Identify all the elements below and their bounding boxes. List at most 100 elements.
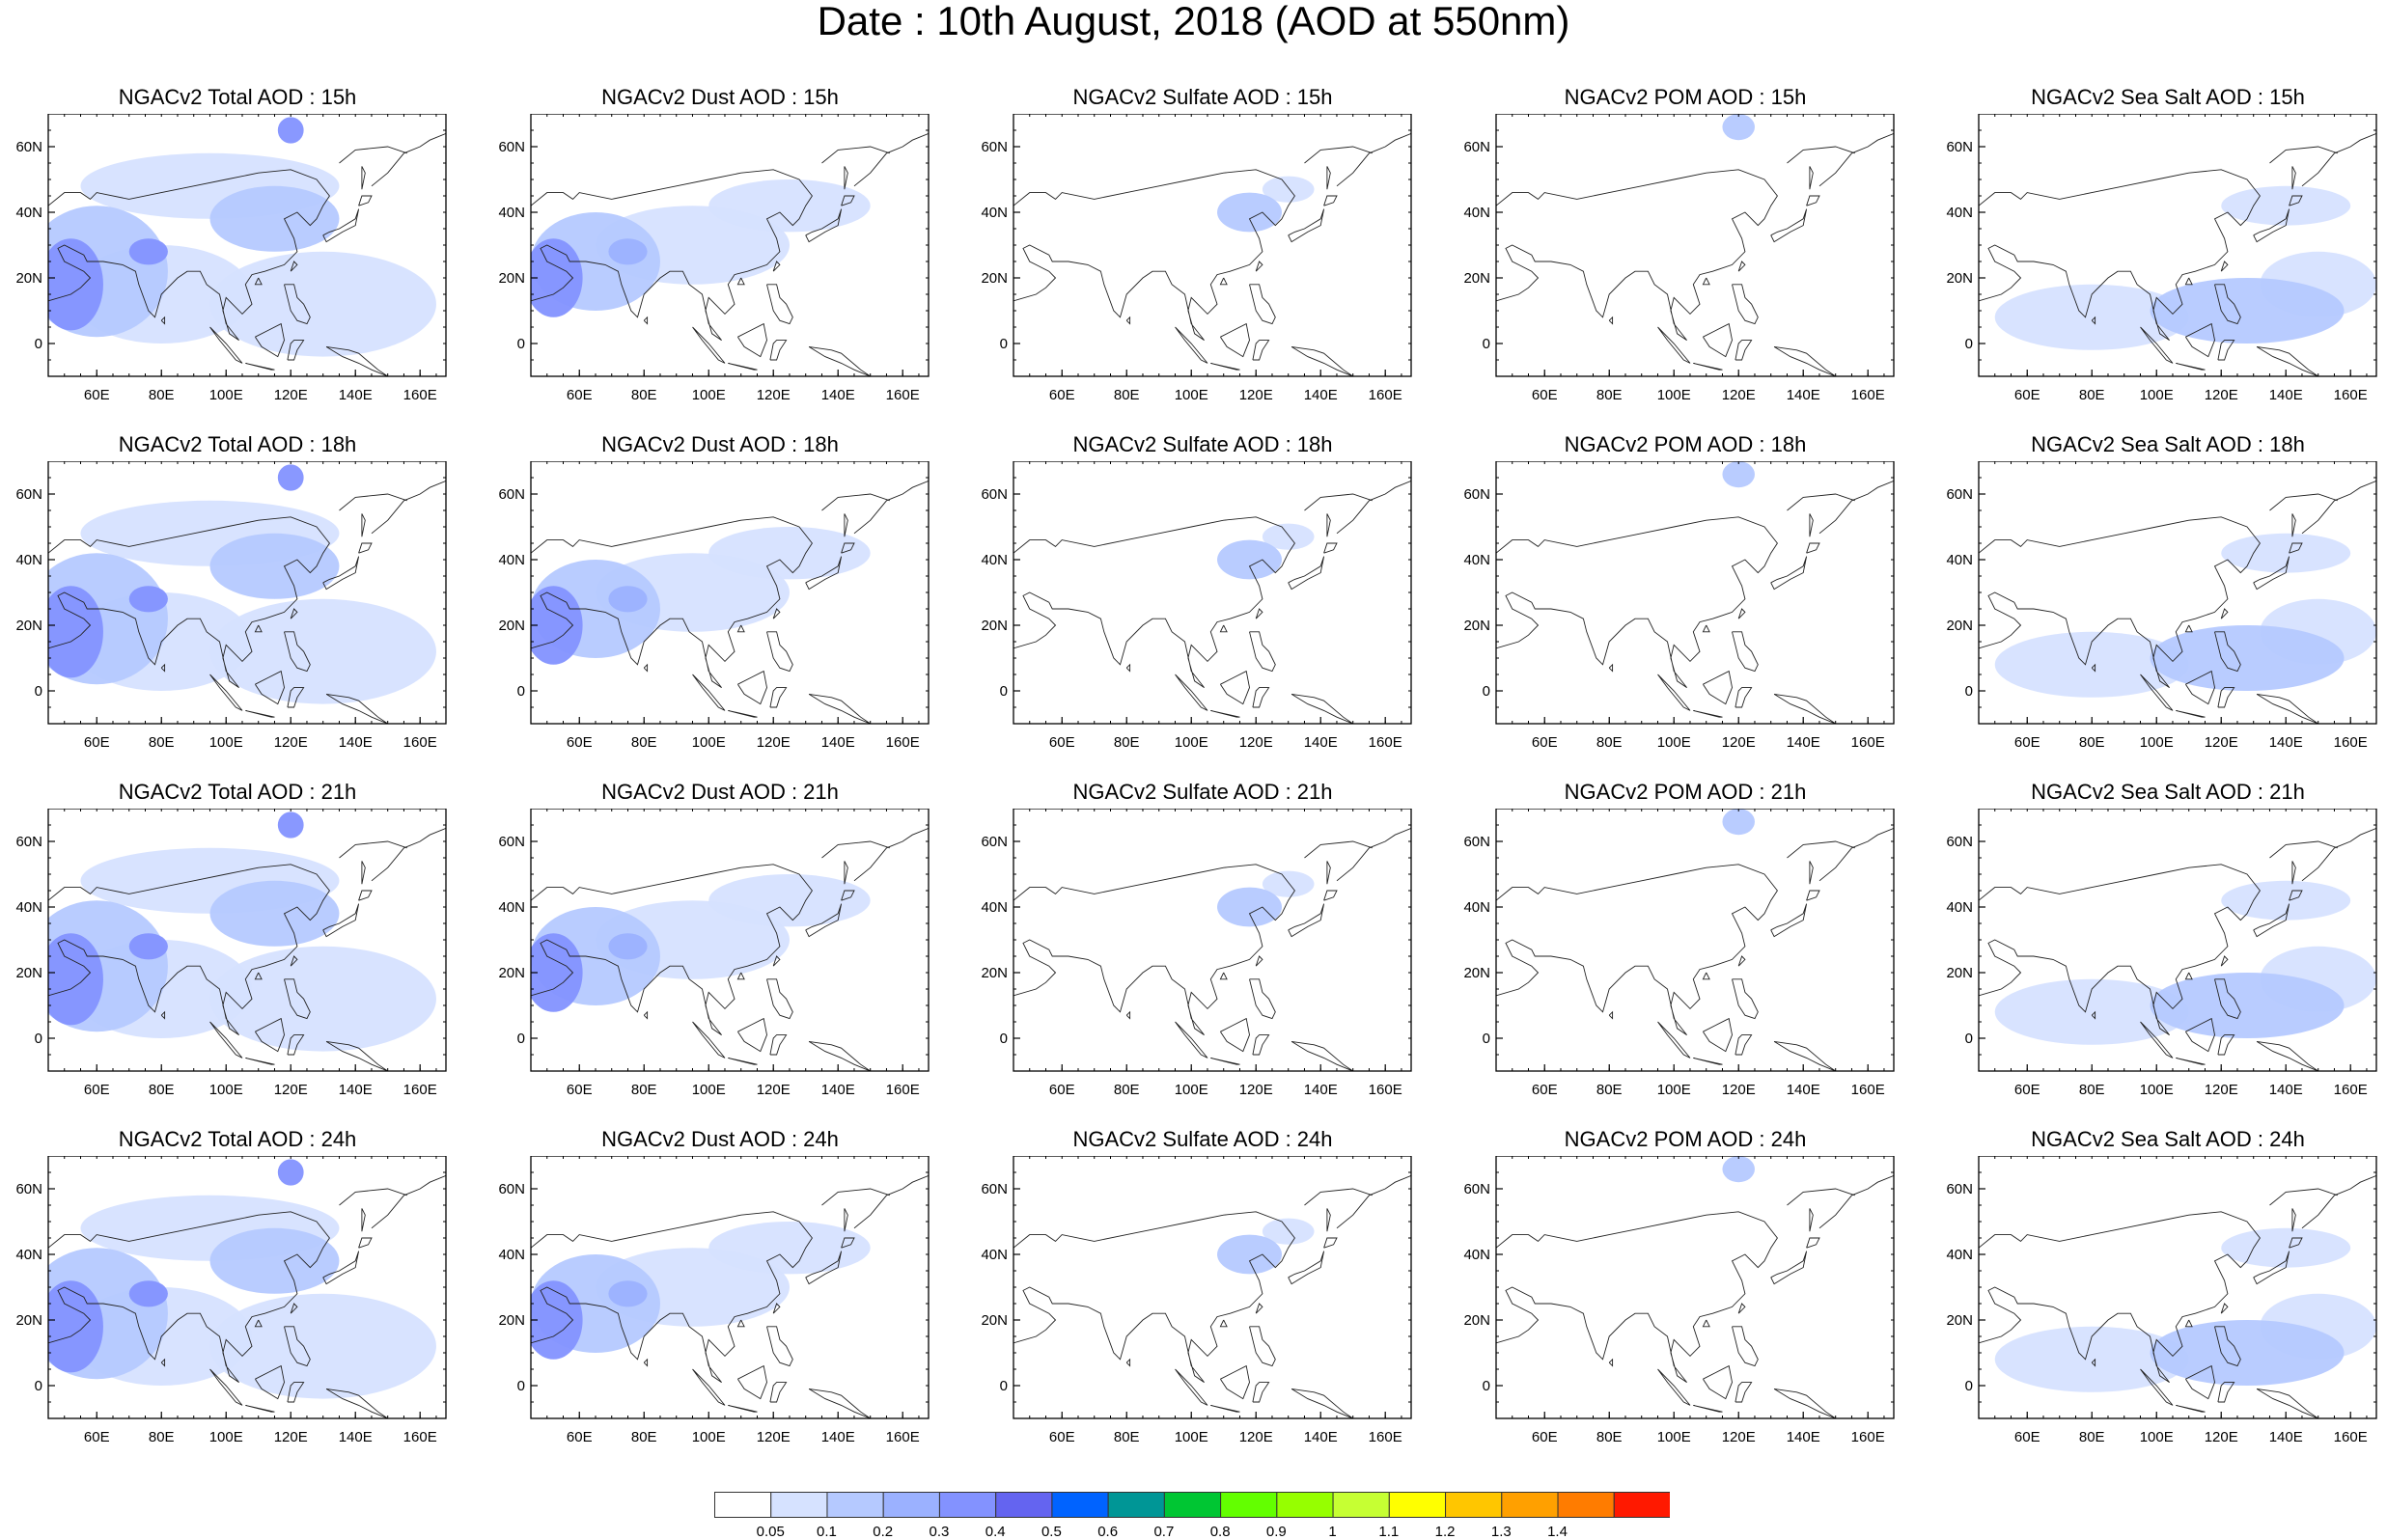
lon-tick-label: 160E: [1369, 734, 1402, 751]
coastline: [2140, 1368, 2174, 1406]
coastline: [1336, 132, 1411, 187]
coastline: [808, 1040, 871, 1071]
coastline: [2220, 261, 2229, 272]
map-plot: 60E 80E 100E 120E 140E 160E 0 20N 40N 60N: [498, 114, 930, 403]
coastline: [255, 1017, 285, 1053]
lon-tick-label: 120E: [274, 387, 308, 403]
coastline: [1979, 516, 2261, 688]
panel-title: NGACv2 Total AOD : 24h: [118, 1127, 357, 1151]
panel-title: NGACv2 Total AOD : 21h: [118, 780, 357, 804]
lon-tick-label: 160E: [1851, 387, 1885, 403]
aod-plume: [2221, 533, 2351, 573]
coastline: [2176, 709, 2206, 718]
lat-tick-label: 60N: [1946, 834, 1973, 850]
lat-tick-label: 40N: [15, 552, 42, 568]
coastlines: [1013, 1174, 1411, 1418]
lat-tick-label: 0: [1965, 336, 1973, 352]
coastline: [290, 955, 298, 967]
colorbar-label: 0.9: [1266, 1524, 1287, 1538]
lon-tick-label: 120E: [1722, 734, 1756, 751]
lat-tick-label: 20N: [1946, 1312, 1973, 1329]
lat-tick-label: 0: [35, 683, 42, 700]
coastline: [284, 284, 311, 325]
aod-field: [1994, 1227, 2376, 1392]
lon-tick-label: 80E: [1114, 1082, 1140, 1098]
lon-tick-label: 140E: [1787, 1429, 1820, 1445]
lat-tick-label: 60N: [1463, 1181, 1490, 1197]
coastline: [2301, 1174, 2376, 1229]
lon-tick-label: 60E: [1532, 1082, 1558, 1098]
lat-tick-label: 0: [1000, 1031, 1008, 1047]
coastline: [1013, 516, 1295, 688]
lon-tick-label: 60E: [1049, 387, 1075, 403]
coastline: [2176, 1057, 2206, 1065]
coastline: [1288, 903, 1325, 938]
map-panel: NGACv2 POM AOD : 18h 60E 80E 100E 120E 140E 16…: [1448, 432, 1923, 780]
panel-title: NGACv2 Sulfate AOD : 18h: [1072, 432, 1333, 456]
lon-tick-label: 140E: [1787, 387, 1820, 403]
coastline: [1818, 1174, 1894, 1229]
map-plot: 60E 80E 100E 120E 140E 160E 0 20N 40N 60N: [981, 461, 1412, 751]
coastline: [1288, 1251, 1325, 1285]
coastline: [728, 709, 758, 718]
coastline: [2217, 687, 2235, 708]
coastline: [1323, 542, 1338, 554]
aod-plume: [277, 1159, 304, 1186]
lat-tick-label: 40N: [498, 1247, 525, 1263]
coastline: [1219, 624, 1228, 633]
coastlines: [48, 1174, 446, 1418]
coastline: [2256, 1040, 2318, 1071]
lon-tick-label: 120E: [1722, 1429, 1756, 1445]
aod-plume: [209, 251, 436, 357]
lat-tick-label: 40N: [1946, 899, 1973, 916]
coastline: [255, 1364, 285, 1400]
coastline: [2289, 890, 2303, 901]
lat-tick-label: 0: [517, 336, 525, 352]
map-plot: 60E 80E 100E 120E 140E 160E 0 20N 40N 60N: [981, 114, 1412, 403]
coastline: [322, 208, 360, 243]
lat-tick-label: 60N: [1463, 486, 1490, 503]
aod-field: [1722, 114, 1755, 141]
coastline: [2214, 284, 2241, 325]
lat-tick-label: 60N: [498, 834, 525, 850]
coastline: [1219, 277, 1228, 286]
aod-plume: [608, 933, 648, 960]
coastline: [2291, 513, 2296, 537]
lon-tick-label: 140E: [821, 387, 855, 403]
coastline: [2253, 1251, 2290, 1285]
lat-tick-label: 20N: [1463, 270, 1490, 287]
aod-field: [1994, 533, 2376, 698]
coastline: [1210, 362, 1240, 371]
lat-tick-label: 0: [1483, 1378, 1490, 1394]
coastline: [769, 687, 788, 708]
coastline: [284, 978, 311, 1020]
coastline: [766, 631, 793, 673]
lat-tick-label: 20N: [981, 1312, 1008, 1329]
aod-plume: [708, 527, 871, 580]
lon-tick-label: 80E: [2079, 1429, 2105, 1445]
lat-tick-label: 60N: [498, 1181, 525, 1197]
coastline: [2214, 1326, 2241, 1367]
lat-tick-label: 60N: [1946, 1181, 1973, 1197]
aod-plume: [708, 1222, 871, 1275]
coastline: [2256, 693, 2318, 724]
lon-tick-label: 120E: [1239, 387, 1273, 403]
coastline: [844, 166, 848, 190]
colorbar-swatch: [1220, 1492, 1278, 1518]
coastline: [1735, 1382, 1753, 1403]
lon-tick-label: 80E: [149, 1429, 175, 1445]
map-plot: 60E 80E 100E 120E 140E 160E 0 20N 40N 60N: [15, 114, 447, 403]
coastline: [1979, 169, 2261, 341]
coastline: [48, 1211, 330, 1383]
coastline: [1304, 493, 1373, 511]
coastline: [1125, 663, 1131, 673]
coastline: [325, 345, 388, 376]
coastline: [2256, 345, 2318, 376]
lon-tick-label: 60E: [1049, 1082, 1075, 1098]
map-panel: NGACv2 Total AOD : 21h 60E 80E 100E 120E 140E…: [0, 780, 475, 1127]
coastline: [2289, 1237, 2303, 1249]
coastline: [1288, 556, 1325, 591]
coastline: [2220, 955, 2229, 967]
lat-tick-label: 40N: [15, 899, 42, 916]
aod-plume: [209, 1293, 436, 1399]
